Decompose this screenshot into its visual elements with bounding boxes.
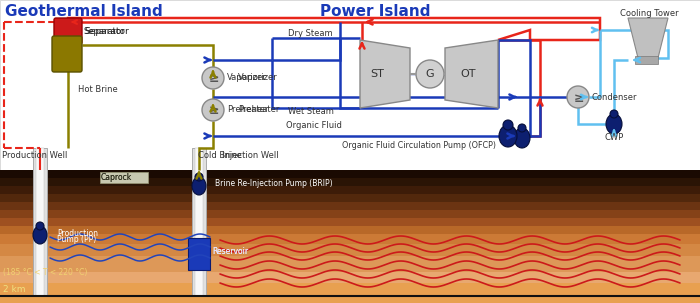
Bar [0,290,700,303]
Ellipse shape [514,128,530,148]
Bar [0,0,700,170]
Bar [0,244,700,256]
Text: Wet Steam: Wet Steam [288,108,334,116]
Text: ST: ST [370,69,384,79]
Bar [195,148,203,296]
Ellipse shape [33,226,47,244]
Circle shape [518,124,526,132]
Text: G: G [426,69,434,79]
Text: OT: OT [461,69,476,79]
Text: Condenser: Condenser [592,92,638,102]
Circle shape [416,60,444,88]
Text: Preheater: Preheater [227,105,268,115]
Circle shape [503,120,513,130]
Ellipse shape [192,177,206,195]
Text: Separator: Separator [84,28,129,36]
Text: Vaporizer: Vaporizer [227,74,267,82]
Text: (185 °C < T < 220 °C): (185 °C < T < 220 °C) [3,268,88,278]
Circle shape [202,99,224,121]
Bar [0,170,700,178]
Bar [0,256,700,272]
Bar [0,234,700,244]
Bar [188,238,210,270]
Text: Brine Re-Injection Pump (BRIP): Brine Re-Injection Pump (BRIP) [215,178,332,188]
Text: Geothermal Island: Geothermal Island [5,4,162,18]
Bar [635,56,658,64]
Text: Reservoir: Reservoir [212,248,248,257]
Text: Injection Well: Injection Well [222,151,279,159]
Text: Cold Brine: Cold Brine [198,151,242,159]
Text: ≥: ≥ [574,92,584,105]
Bar [0,226,700,234]
Circle shape [610,110,618,118]
Text: ≥: ≥ [209,72,219,85]
Text: Caprock: Caprock [101,173,132,182]
Circle shape [567,86,589,108]
Text: Separator: Separator [84,28,125,36]
Text: Power Island: Power Island [320,4,430,18]
FancyBboxPatch shape [54,18,82,44]
Circle shape [202,67,224,89]
Ellipse shape [606,114,622,134]
Text: CWP: CWP [604,132,624,142]
Circle shape [36,222,44,230]
Ellipse shape [499,125,517,147]
Bar [0,210,700,218]
Bar [0,272,700,290]
Bar [0,194,700,202]
Text: Organic Fluid: Organic Fluid [286,121,342,129]
Text: Production Well: Production Well [2,151,67,159]
Polygon shape [628,18,668,58]
Text: 2 km: 2 km [3,285,25,295]
Polygon shape [445,40,498,108]
Polygon shape [360,40,410,108]
Bar [0,283,700,303]
Text: Vaporizer: Vaporizer [238,74,278,82]
Bar [192,148,206,296]
Text: Hot Brine: Hot Brine [78,85,118,95]
Bar [33,148,47,296]
Bar [100,172,148,183]
Text: ≥: ≥ [209,105,219,118]
Text: Preheater: Preheater [238,105,279,115]
Bar [36,148,44,296]
Text: Reservoir: Reservoir [212,248,248,257]
FancyBboxPatch shape [52,36,82,72]
Bar [0,186,700,194]
Text: Organic Fluid Circulation Pump (OFCP): Organic Fluid Circulation Pump (OFCP) [342,141,496,149]
Text: Cooling Tower: Cooling Tower [620,8,678,18]
Text: Production: Production [57,228,98,238]
Bar [0,202,700,210]
Text: Dry Steam: Dry Steam [288,29,332,38]
Bar [0,178,700,186]
Text: Caprock: Caprock [101,173,132,182]
Bar [0,218,700,226]
Text: Pump (PP): Pump (PP) [57,235,97,245]
Circle shape [195,173,203,181]
